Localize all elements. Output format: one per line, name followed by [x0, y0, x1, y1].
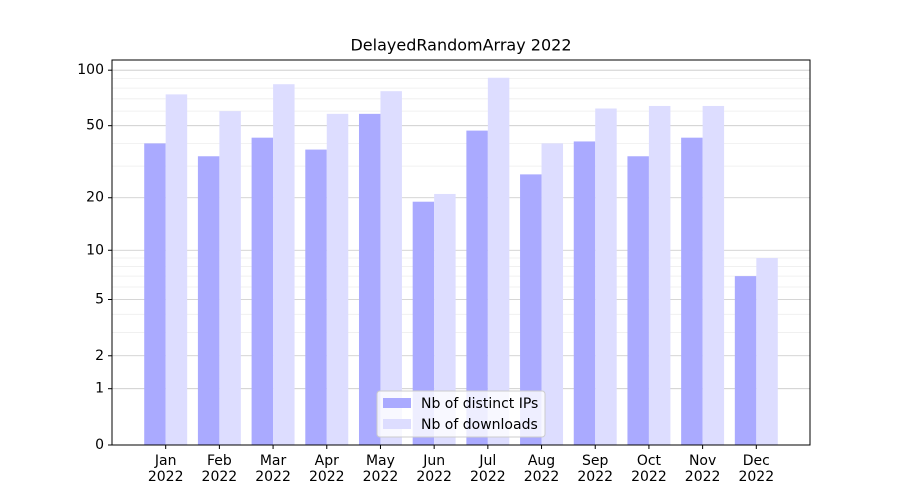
x-tick-label: Oct 2022 [631, 453, 667, 485]
bar [573, 141, 596, 446]
x-tick-label: Nov 2022 [684, 453, 721, 485]
plot-frame [111, 59, 811, 446]
x-tick-label: Feb 2022 [201, 453, 238, 485]
y-tick-label: 10 [86, 242, 104, 258]
bar [541, 143, 564, 445]
bar [681, 137, 703, 445]
y-tick-label: 2 [95, 348, 104, 364]
bar [756, 257, 778, 445]
x-tick-label: Dec 2022 [738, 453, 775, 485]
x-tick-label: Mar 2022 [255, 453, 291, 485]
x-tick-label: Sep 2022 [577, 453, 614, 485]
bar [273, 84, 295, 445]
bar [466, 130, 488, 445]
y-tick-label: 1 [95, 381, 104, 397]
bar [165, 94, 188, 445]
bar [326, 113, 349, 445]
x-tick-label: Jun 2022 [416, 453, 452, 485]
bar [219, 111, 241, 446]
legend-swatch [383, 398, 411, 408]
bar [520, 174, 542, 445]
legend-box [376, 390, 546, 438]
x-tick-label: Jul 2022 [470, 453, 506, 485]
bar [305, 149, 327, 445]
legend-label: Nb of downloads [421, 417, 538, 433]
bar [380, 91, 402, 446]
bar [434, 193, 456, 445]
bar [251, 137, 274, 445]
x-tick-label: May 2022 [362, 453, 399, 485]
bar [197, 156, 220, 445]
x-tick-label: Jan 2022 [147, 453, 184, 485]
bar [144, 143, 166, 445]
bar [412, 201, 435, 445]
x-tick-label: Aug 2022 [523, 453, 560, 485]
bar [648, 105, 671, 445]
chart-title: DelayedRandomArray 2022 [350, 36, 571, 55]
bar [627, 156, 649, 445]
y-tick-label: 5 [95, 291, 104, 307]
bar [358, 113, 381, 445]
y-tick-label: 100 [77, 62, 104, 78]
bar [487, 77, 510, 445]
bar [595, 108, 617, 445]
legend-label: Nb of distinct IPs [421, 396, 538, 412]
legend-swatch [383, 419, 411, 429]
bar [734, 276, 757, 445]
y-tick-label: 50 [86, 118, 104, 134]
x-tick-label: Apr 2022 [308, 453, 345, 485]
y-tick-label: 20 [86, 190, 104, 206]
legend: Nb of distinct IPs Nb of downloads [376, 390, 546, 438]
bar [702, 105, 725, 445]
y-tick-label: 0 [95, 437, 104, 453]
